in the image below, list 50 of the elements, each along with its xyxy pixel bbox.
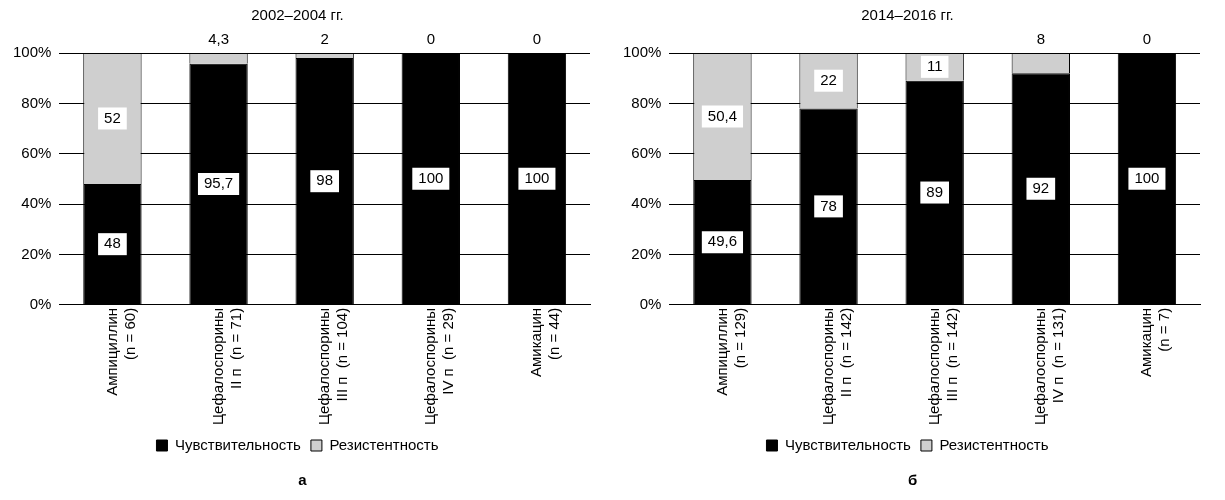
data-label: 49,6 xyxy=(707,232,738,250)
data-label: 95,7 xyxy=(203,174,234,192)
data-label: 2 xyxy=(320,30,329,48)
x-tick-label: Ампициллин (n = 129) xyxy=(712,307,748,396)
legend-label: Чувствительность xyxy=(784,435,912,453)
x-tick-label: Ампициллин (n = 60) xyxy=(102,307,138,396)
y-tick-label: 100% xyxy=(12,43,52,61)
y-tick-label: 80% xyxy=(631,93,662,111)
data-label: 0 xyxy=(426,30,435,48)
legend-label: Резистентность xyxy=(939,435,1049,453)
x-tick-label: Амикацин (n = 44) xyxy=(527,307,563,378)
data-label: 0 xyxy=(1142,30,1152,48)
y-tick-label: 100% xyxy=(622,43,662,61)
y-tick-label: 60% xyxy=(21,143,52,161)
y-tick-label: 40% xyxy=(21,194,52,212)
data-label: 98 xyxy=(316,171,334,189)
x-tick-label: Цефалоспорины III п (n = 104) xyxy=(314,307,350,425)
legend-label: Чувствительность xyxy=(174,435,302,453)
chart-title: 2002–2004 гг. xyxy=(251,6,344,24)
data-label: 8 xyxy=(1036,30,1045,48)
y-tick-label: 0% xyxy=(29,295,52,312)
data-label: 48 xyxy=(104,234,121,252)
x-tick-label: Цефалоспорины IV п (n = 29) xyxy=(420,307,456,425)
data-label: 11 xyxy=(926,56,943,74)
text: б xyxy=(907,471,918,489)
x-tick-label: Цефалоспорины IV п (n = 131) xyxy=(1030,307,1066,425)
y-tick-label: 60% xyxy=(631,143,662,161)
data-label: 100 xyxy=(418,168,444,186)
data-label: 100 xyxy=(524,168,550,186)
data-label: 89 xyxy=(926,182,944,200)
legend-label: Резистентность xyxy=(329,435,439,453)
text: а xyxy=(298,471,308,489)
data-label: 50,4 xyxy=(707,106,738,124)
y-tick-label: 40% xyxy=(631,194,662,212)
y-tick-label: 20% xyxy=(631,244,662,262)
x-tick-label: Цефалоспорины III п (n = 142) xyxy=(924,307,960,425)
y-tick-label: 20% xyxy=(21,244,52,262)
x-tick-label: Цефалоспорины II п (n = 142) xyxy=(818,307,854,425)
y-tick-label: 0% xyxy=(639,295,662,312)
y-tick-label: 80% xyxy=(21,93,52,111)
data-label: 78 xyxy=(820,196,837,214)
data-label: 22 xyxy=(820,70,837,88)
data-label: 52 xyxy=(104,108,121,126)
data-label: 100 xyxy=(1134,168,1160,186)
x-tick-label: Амикацин (n = 7) xyxy=(1137,307,1173,378)
x-tick-label: Цефалоспорины II п (n = 71) xyxy=(208,307,244,425)
data-label: 0 xyxy=(532,30,542,48)
chart-title: 2014–2016 гг. xyxy=(861,6,954,24)
data-label: 4,3 xyxy=(208,30,229,48)
data-label: 92 xyxy=(1032,178,1050,196)
